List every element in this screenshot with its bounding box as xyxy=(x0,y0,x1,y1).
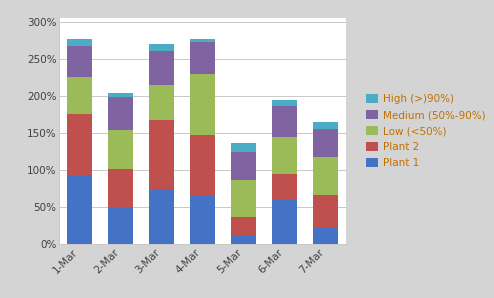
Bar xyxy=(190,39,215,42)
Bar xyxy=(68,46,92,77)
Bar xyxy=(108,207,133,244)
Legend: High (>)90%), Medium (50%-90%), Low (<50%), Plant 2, Plant 1: High (>)90%), Medium (50%-90%), Low (<50… xyxy=(363,91,489,171)
Bar xyxy=(272,200,297,244)
Bar xyxy=(108,130,133,169)
Bar xyxy=(272,137,297,174)
Bar xyxy=(68,77,92,114)
Bar xyxy=(190,74,215,135)
Bar xyxy=(272,100,297,105)
Bar xyxy=(149,189,174,244)
Bar xyxy=(313,122,337,129)
Bar xyxy=(108,169,133,207)
Bar xyxy=(231,143,256,152)
Bar xyxy=(108,97,133,130)
Bar xyxy=(231,217,256,235)
Bar xyxy=(108,93,133,97)
Bar xyxy=(149,44,174,51)
Bar xyxy=(313,157,337,195)
Bar xyxy=(149,85,174,119)
Bar xyxy=(272,105,297,137)
Bar xyxy=(231,180,256,217)
Bar xyxy=(231,235,256,244)
Bar xyxy=(149,119,174,189)
Bar xyxy=(190,42,215,74)
Bar xyxy=(272,174,297,200)
Bar xyxy=(313,195,337,228)
Bar xyxy=(149,51,174,85)
Bar xyxy=(68,114,92,175)
Bar xyxy=(68,175,92,244)
Bar xyxy=(313,228,337,244)
Bar xyxy=(231,152,256,180)
Bar xyxy=(190,196,215,244)
Bar xyxy=(190,135,215,196)
Bar xyxy=(313,129,337,157)
Bar xyxy=(68,39,92,46)
